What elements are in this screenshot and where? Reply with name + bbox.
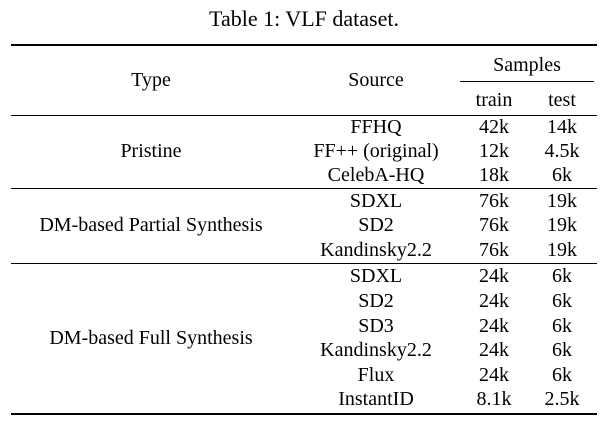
test-cell: 6k (552, 364, 572, 386)
source-cell: FFHQ (350, 116, 402, 138)
top-rule (11, 44, 597, 46)
source-cell: Kandinsky2.2 (320, 239, 432, 261)
test-cell: 6k (552, 315, 572, 337)
source-cell: SDXL (349, 190, 403, 212)
test-cell: 6k (552, 339, 572, 361)
source-cell: SD2 (358, 290, 394, 312)
group-type-pristine: Pristine (120, 140, 182, 162)
test-cell: 6k (552, 290, 572, 312)
group-rule-1 (11, 188, 597, 189)
header-train: train (475, 89, 513, 111)
source-cell: Kandinsky2.2 (320, 339, 432, 361)
test-cell: 19k (547, 239, 577, 261)
group-type-full-synthesis: DM-based Full Synthesis (49, 327, 253, 349)
source-cell: SD2 (358, 214, 394, 236)
header-test: test (548, 89, 576, 111)
test-cell: 4.5k (544, 140, 580, 162)
train-cell: 24k (479, 290, 509, 312)
source-cell: SD3 (358, 315, 394, 337)
samples-cmidrule (460, 81, 594, 82)
group-rule-2 (11, 263, 597, 264)
test-cell: 6k (552, 265, 572, 287)
train-cell: 76k (479, 214, 509, 236)
test-cell: 2.5k (544, 388, 580, 410)
train-cell: 8.1k (476, 388, 512, 410)
train-cell: 18k (479, 164, 509, 186)
table-caption: Table 1: VLF dataset. (209, 6, 399, 31)
train-cell: 76k (479, 190, 509, 212)
test-cell: 6k (552, 164, 572, 186)
source-cell: InstantID (338, 388, 414, 410)
train-cell: 24k (479, 315, 509, 337)
train-cell: 24k (479, 339, 509, 361)
source-cell: SDXL (349, 265, 403, 287)
header-type: Type (131, 69, 171, 91)
bottom-rule (11, 413, 597, 415)
header-samples: Samples (493, 54, 561, 76)
train-cell: 76k (479, 239, 509, 261)
group-type-partial-synthesis: DM-based Partial Synthesis (39, 214, 263, 236)
train-cell: 42k (479, 116, 509, 138)
train-cell: 24k (479, 364, 509, 386)
test-cell: 14k (547, 116, 577, 138)
train-cell: 12k (479, 140, 509, 162)
source-cell: FF++ (original) (313, 140, 439, 162)
source-cell: Flux (357, 364, 395, 386)
header-rule (11, 115, 597, 116)
header-source: Source (348, 69, 404, 91)
test-cell: 19k (547, 214, 577, 236)
train-cell: 24k (479, 265, 509, 287)
source-cell: CelebA-HQ (327, 164, 425, 186)
test-cell: 19k (547, 190, 577, 212)
